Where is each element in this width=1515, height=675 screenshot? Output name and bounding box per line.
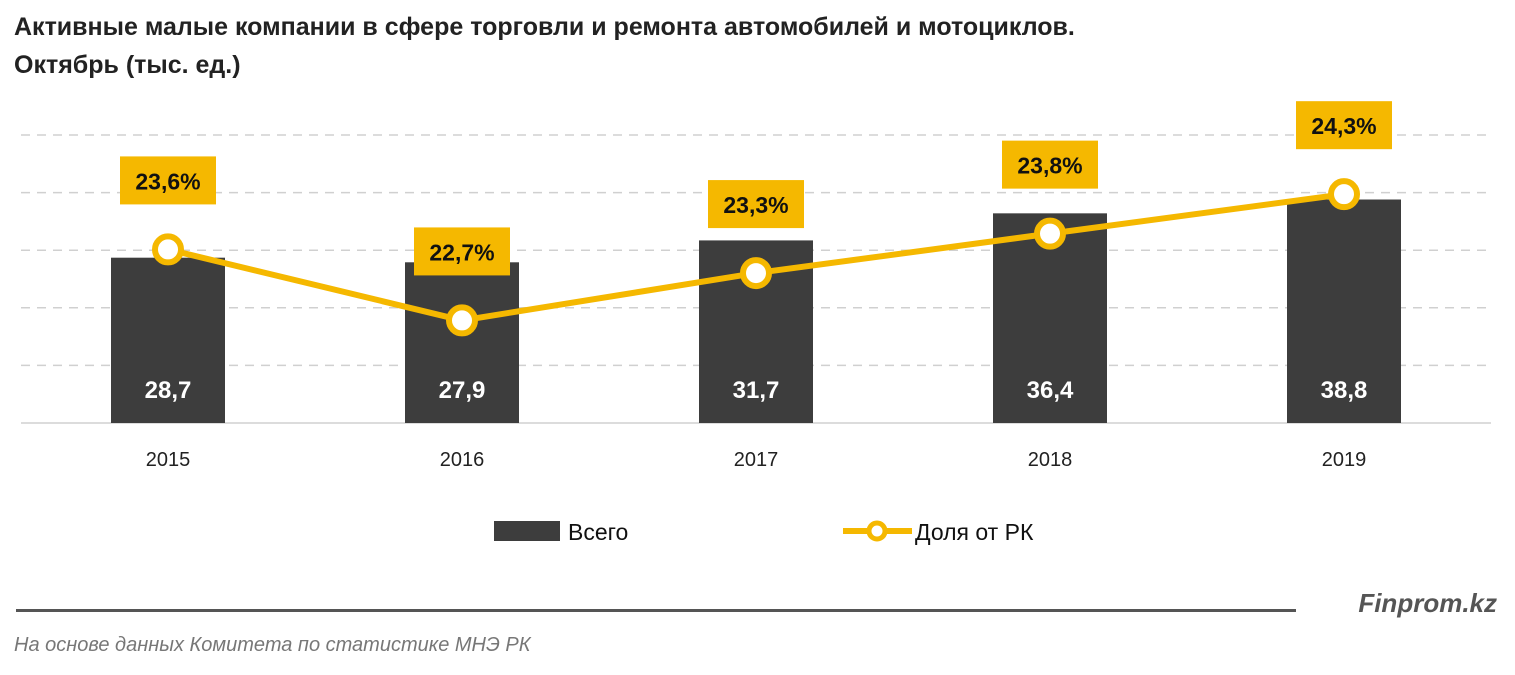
legend-label-line: Доля от РК	[915, 519, 1034, 545]
bar-label: 38,8	[1321, 377, 1368, 404]
legend-swatch-marker	[866, 520, 888, 542]
title-line: Активные малые компании в сфере торговли…	[14, 13, 1075, 41]
x-tick-label: 2016	[440, 449, 485, 471]
line-point	[1328, 178, 1360, 211]
line-label-box	[708, 180, 804, 229]
line-label: 23,3%	[723, 192, 788, 218]
bar	[111, 257, 225, 423]
footer-rule	[16, 609, 1296, 612]
line-label-box	[120, 156, 216, 205]
x-tick-label: 2018	[1028, 449, 1073, 471]
line-point	[1034, 217, 1066, 250]
line-label: 22,7%	[429, 239, 494, 265]
line-label-box	[414, 227, 510, 276]
line-label: 23,6%	[135, 168, 200, 194]
line-label: 24,3%	[1311, 113, 1376, 139]
bar-label: 31,7	[733, 377, 780, 404]
legend-label-bar: Всего	[568, 519, 628, 545]
x-tick-label: 2015	[146, 449, 191, 471]
line-point	[740, 257, 772, 290]
source-note: На основе данных Комитета по статистике …	[14, 634, 531, 656]
bar-label: 27,9	[439, 377, 486, 404]
line-point	[152, 233, 184, 266]
x-tick-label: 2017	[734, 449, 779, 471]
bar	[405, 262, 519, 423]
brand-logo: Finprom.kz	[1358, 588, 1497, 618]
line-label-box	[1002, 140, 1098, 189]
bar-label: 28,7	[145, 377, 192, 404]
chart: 28,7 2015 27,9 2016 31,7 2017 36,4 2018 38,8 2019…	[21, 101, 1491, 545]
bar-label: 36,4	[1027, 377, 1074, 404]
bar	[1287, 199, 1401, 423]
subtitle-line: Октябрь (тыс. ед.)	[14, 51, 241, 79]
x-tick-label: 2019	[1322, 449, 1367, 471]
chart-title: Активные малые компании в сфере торговли…	[14, 8, 1075, 84]
legend-swatch-bar	[494, 521, 560, 541]
line-label: 23,8%	[1017, 153, 1082, 179]
line-label-box	[1296, 101, 1392, 150]
line-point	[446, 304, 478, 337]
